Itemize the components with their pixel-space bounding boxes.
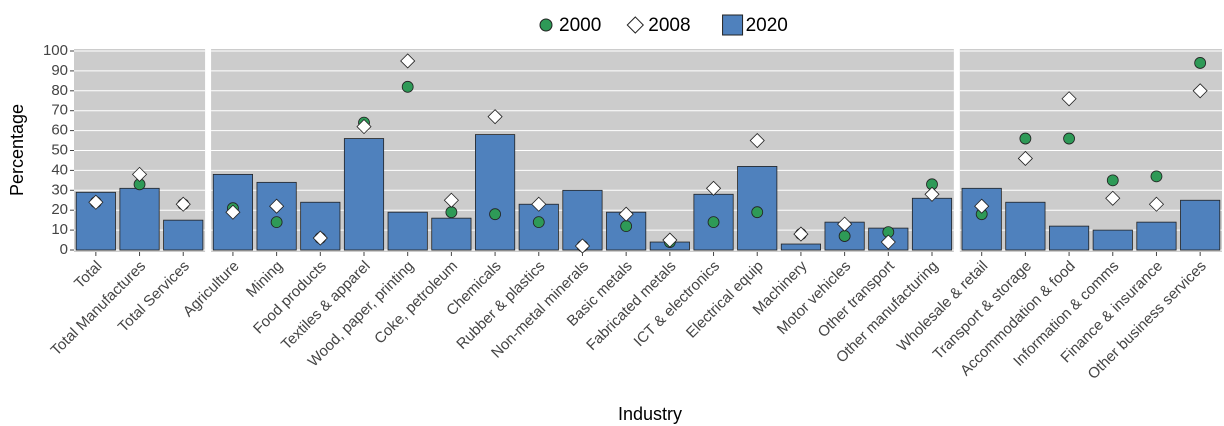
bar (911, 197, 953, 251)
point (707, 216, 720, 229)
legend-symbol (626, 16, 644, 34)
point (270, 216, 283, 229)
y-tick-label: 20 (51, 201, 68, 218)
point (88, 194, 104, 210)
point (1019, 132, 1032, 145)
point (1150, 170, 1163, 183)
bar (163, 219, 204, 251)
y-tick-label: 90 (51, 62, 68, 79)
bar (1136, 221, 1177, 251)
legend-label: 2020 (746, 15, 788, 36)
y-tick-label: 30 (51, 181, 68, 198)
bar (1049, 225, 1090, 251)
y-tick-label: 0 (60, 241, 68, 258)
point (487, 109, 503, 125)
point (1194, 57, 1207, 69)
y-tick-label: 10 (51, 221, 68, 238)
x-tick-label: Total (71, 258, 105, 292)
point (1148, 196, 1165, 212)
bar (475, 134, 516, 251)
point (618, 206, 634, 222)
point (749, 132, 765, 149)
y-tick-label: 100 (43, 42, 68, 59)
legend-symbol (539, 18, 553, 32)
point (401, 80, 414, 93)
point (356, 119, 372, 135)
bar (1092, 229, 1133, 251)
point (400, 53, 416, 69)
bar (256, 181, 297, 251)
point (443, 192, 459, 208)
point (974, 198, 990, 214)
point (1017, 150, 1033, 167)
point (225, 204, 241, 220)
point (1063, 132, 1075, 145)
point (531, 196, 547, 212)
point (838, 230, 851, 242)
point (793, 226, 809, 242)
y-tick-label: 40 (51, 161, 68, 178)
point (620, 220, 633, 233)
bar (343, 138, 385, 251)
point (705, 180, 722, 196)
bar (1005, 201, 1046, 251)
x-tick-label: Other transport (815, 257, 899, 341)
legend-symbol (722, 14, 744, 36)
point (175, 196, 191, 212)
y-tick-label: 60 (51, 122, 68, 139)
y-tick-label: 50 (51, 141, 68, 158)
y-axis-title: Percentage (7, 104, 27, 196)
y-tick-label: 80 (51, 82, 68, 99)
point (662, 232, 678, 248)
point (751, 206, 764, 219)
point (1192, 83, 1208, 99)
point (131, 166, 148, 182)
legend-label: 2008 (648, 15, 690, 36)
bar (119, 187, 160, 251)
point (269, 198, 285, 214)
point (445, 206, 458, 219)
point (1061, 91, 1077, 107)
point (1106, 174, 1119, 187)
point (1105, 190, 1121, 206)
point (312, 230, 328, 246)
bar (387, 211, 428, 251)
x-axis-title: Industry (618, 404, 682, 424)
y-tick-label: 70 (51, 102, 68, 119)
bar (431, 217, 472, 251)
bar (1180, 199, 1221, 251)
legend-label: 2000 (559, 15, 601, 36)
point (924, 186, 940, 202)
point (880, 234, 896, 250)
x-tick-label: Electrical equip (683, 258, 767, 342)
point (489, 208, 501, 221)
point (837, 216, 853, 232)
point (532, 216, 545, 229)
bar (780, 243, 821, 251)
